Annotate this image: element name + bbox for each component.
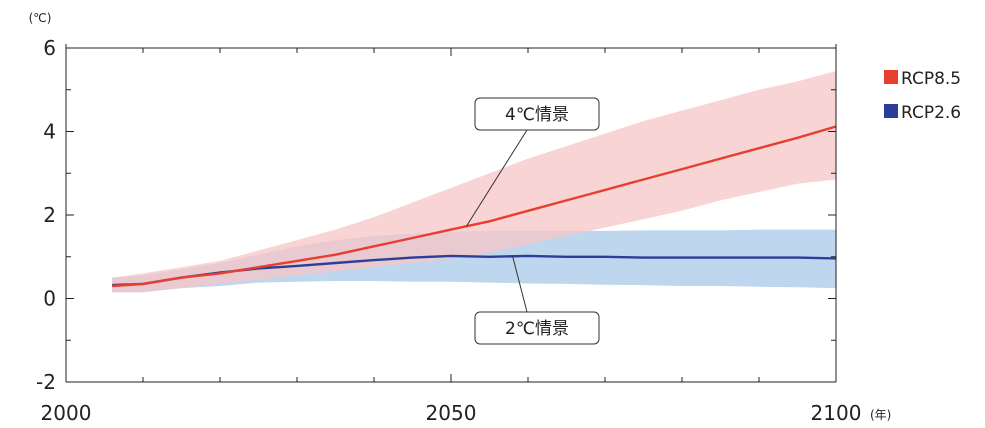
callout-leader [465, 129, 528, 227]
callout-leader [512, 256, 528, 313]
y-tick-label: -2 [36, 370, 56, 394]
callout-box [474, 97, 600, 131]
uncertainty-bands [112, 71, 836, 293]
series-lines [112, 125, 837, 288]
callout-label: 4℃情景 [505, 105, 569, 125]
legend-label: RCP8.5 [901, 69, 961, 89]
legend-swatch [884, 104, 898, 118]
y-tick-label: 2 [43, 203, 56, 227]
legend-label: RCP2.6 [901, 103, 961, 123]
axes: -2 0 2 4 6 2000 2050 2100 (℃) (年) [29, 11, 892, 425]
legend: RCP8.5 RCP2.6 [884, 69, 961, 123]
x-tick-label: 2100 [811, 401, 862, 425]
x-tick-label: 2050 [426, 401, 477, 425]
x-unit-label: (年) [870, 408, 891, 422]
y-tick-label: 0 [43, 287, 56, 311]
y-tick-label: 4 [43, 120, 56, 144]
legend-swatch [884, 70, 898, 84]
callouts: 4℃情景 2℃情景 [465, 97, 600, 345]
y-unit-label: (℃) [29, 11, 52, 25]
y-tick-label: 6 [43, 36, 56, 60]
callout-label: 2℃情景 [505, 319, 569, 339]
x-tick-label: 2000 [41, 401, 92, 425]
band-rcp26 [112, 229, 836, 293]
line-rcp85 [112, 125, 837, 288]
band-rcp85 [112, 71, 836, 293]
callout-box [474, 311, 600, 345]
